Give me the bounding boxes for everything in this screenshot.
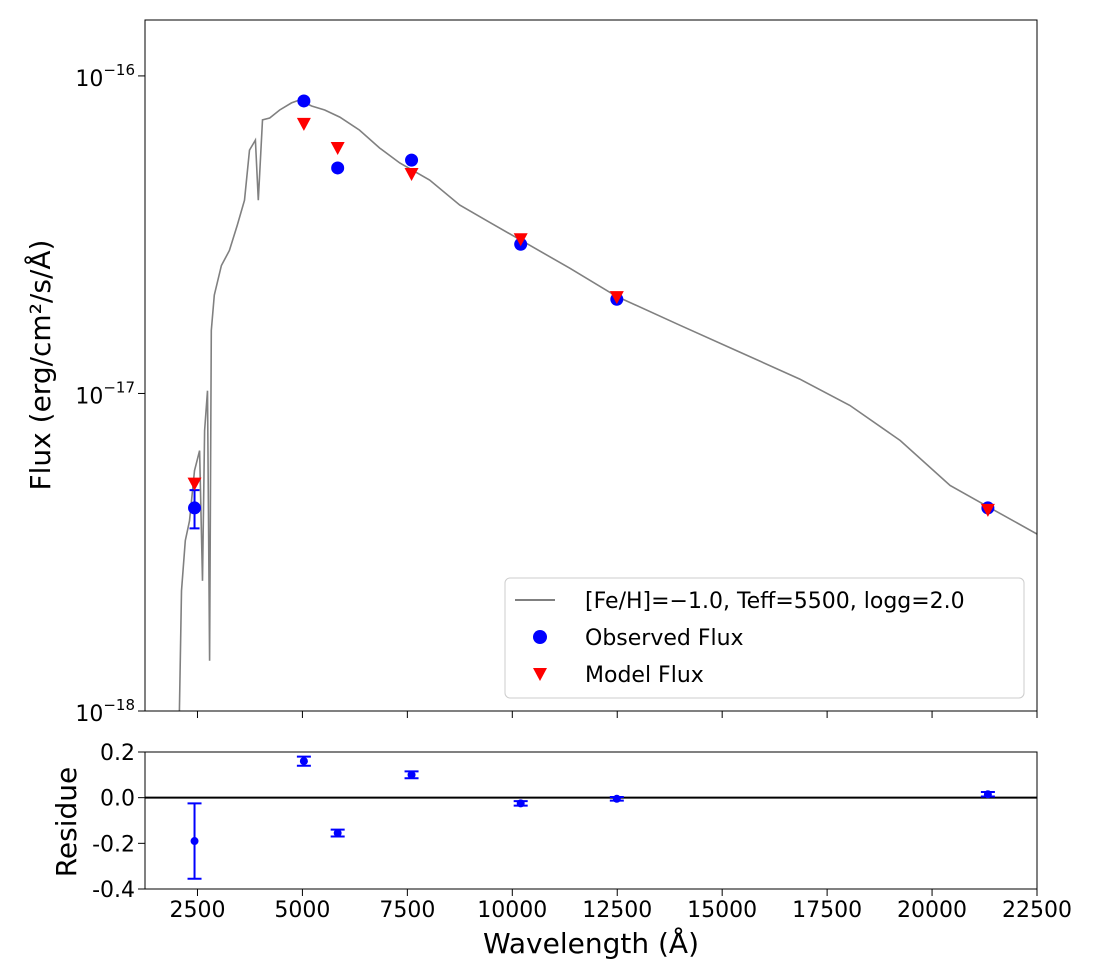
observed-point [188,501,202,515]
plot-frame [144,751,1038,890]
residue-point [983,790,992,799]
model-spectrum [178,99,1037,711]
x-tick-label: 22500 [1002,898,1072,923]
x-tick-label: 15000 [687,898,757,923]
x-tick-label: 2500 [169,898,225,923]
model-point [187,477,202,491]
x-tick-label: 17500 [792,898,862,923]
plot-layer [178,94,1037,711]
y-tick-label: 10−16 [75,60,135,92]
model-point [609,291,624,305]
residue-point [612,794,621,803]
x-tick-label: 10000 [477,898,547,923]
legend-label: [Fe/H]=−1.0, Teff=5500, logg=2.0 [585,589,965,614]
legend-label: Model Flux [585,663,704,688]
residue-point [516,799,525,808]
model-point [404,168,419,182]
x-tick-label: 5000 [274,898,330,923]
x-tick-label: 20000 [897,898,967,923]
y-axis-label: Residue [50,767,83,878]
y-axis-label: Flux (erg/cm²/s/Å) [23,240,57,491]
model-point [330,141,345,155]
observed-point [405,153,419,167]
observed-point [331,161,345,175]
residue-point [407,770,416,779]
observed-point [297,94,311,108]
model-point [980,503,995,517]
x-tick-label: 12500 [582,898,652,923]
y-tick-label: -0.2 [92,832,135,857]
residue-point [333,829,342,838]
y-tick-label: 10−17 [75,378,135,410]
plot-frame [144,19,1038,712]
model-point [296,117,311,131]
y-tick-label: 10−18 [75,696,135,728]
legend-box [504,577,1025,699]
residue-point [190,837,199,846]
legend-swatch [533,630,547,644]
residue-point [299,757,308,766]
model-point [513,233,528,247]
y-tick-label: 0.0 [100,787,135,812]
legend-label: Observed Flux [585,626,744,651]
y-tick-label: 0.2 [100,741,135,766]
x-tick-label: 7500 [379,898,435,923]
y-tick-label: -0.4 [92,878,135,903]
x-axis-label: Wavelength (Å) [483,926,699,960]
legend-swatch [533,668,547,681]
plot-area [145,752,1037,889]
